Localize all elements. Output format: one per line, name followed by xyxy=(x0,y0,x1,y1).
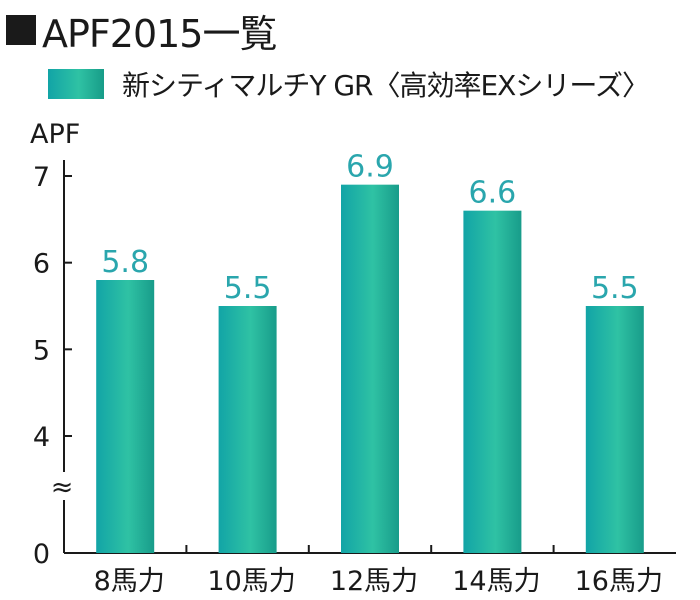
legend-swatch xyxy=(48,69,104,99)
y-tick-label: 7 xyxy=(33,162,50,193)
x-category-label: 12馬力 xyxy=(330,566,418,597)
legend-label: 新シティマルチY GR〈高効率EXシリーズ〉 xyxy=(122,69,650,102)
chart-title-row: APF2015一覧 xyxy=(6,2,277,58)
bar-value-label: 6.6 xyxy=(469,176,517,211)
bar-8馬力 xyxy=(96,280,155,553)
y-tick-label: 6 xyxy=(33,249,50,280)
bar-value-label: 5.5 xyxy=(591,271,639,306)
bar-value-label: 5.5 xyxy=(224,271,272,306)
x-category-label: 16馬力 xyxy=(575,566,663,597)
x-category-label: 14馬力 xyxy=(452,566,540,597)
chart-title: APF2015一覧 xyxy=(42,11,277,56)
y-axis-label: APF xyxy=(30,119,80,150)
bar-16馬力 xyxy=(585,306,644,553)
axis-break-icon: ≈ xyxy=(51,472,74,503)
y-tick-label: 5 xyxy=(33,335,50,366)
bar-value-label: 6.9 xyxy=(346,150,394,185)
axes: 0 4 5 6 7 ≈ xyxy=(33,160,676,570)
y-tick-label: 0 xyxy=(33,539,50,570)
bar-14馬力 xyxy=(463,210,522,553)
bar-10馬力 xyxy=(218,306,277,553)
bar-12馬力 xyxy=(341,184,399,553)
x-category-label: 10馬力 xyxy=(207,566,295,597)
bars: 5.8 8馬力 5.5 10馬力 6.9 12馬力 6.6 14馬力 5.5 16馬力 xyxy=(94,150,663,597)
x-category-label: 8馬力 xyxy=(94,566,165,597)
y-tick-label: 4 xyxy=(33,422,50,453)
legend: 新シティマルチY GR〈高効率EXシリーズ〉 xyxy=(48,64,650,104)
bar-value-label: 5.8 xyxy=(101,245,149,280)
title-square-icon xyxy=(6,15,36,45)
